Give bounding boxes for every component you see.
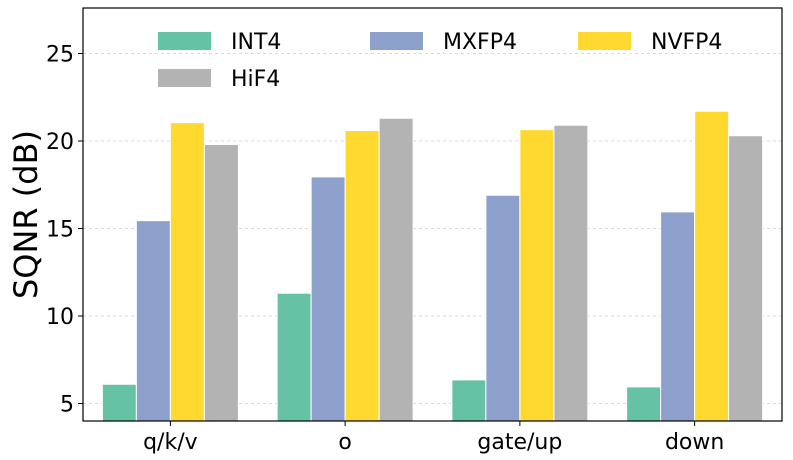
- y-axis-title: SQNR (dB): [7, 130, 45, 299]
- legend-swatch-nvfp4: [578, 32, 631, 50]
- legend-swatch-int4: [158, 32, 211, 50]
- legend-swatch-mxfp4: [370, 32, 423, 50]
- x-tick-label: q/k/v: [143, 430, 198, 455]
- y-tick-label: 5: [60, 393, 74, 418]
- legend: INT4 MXFP4 NVFP4 HiF4: [158, 30, 722, 92]
- bar-hif4-0: [203, 144, 239, 422]
- bar-nvfp4-3: [694, 110, 730, 422]
- bar-mxfp4-3: [660, 211, 696, 422]
- legend-label-hif4: HiF4: [231, 67, 280, 92]
- bar-nvfp4-2: [519, 129, 555, 422]
- plot-frame: [82, 7, 783, 422]
- legend-label-nvfp4: NVFP4: [651, 30, 722, 55]
- x-tick-label: gate/up: [477, 430, 562, 455]
- bars-layer: [101, 110, 764, 422]
- y-tick-label: 25: [46, 43, 74, 68]
- bar-int4-2: [451, 379, 487, 422]
- bar-mxfp4-2: [485, 194, 521, 422]
- legend-label-mxfp4: MXFP4: [443, 30, 517, 55]
- bar-nvfp4-0: [169, 122, 205, 422]
- legend-label-int4: INT4: [231, 30, 281, 55]
- bar-hif4-1: [378, 117, 414, 422]
- bar-hif4-2: [553, 124, 589, 422]
- bar-int4-1: [276, 292, 312, 422]
- legend-swatch-hif4: [158, 69, 211, 87]
- x-tick-label: down: [665, 430, 724, 455]
- y-tick-label: 20: [46, 130, 74, 155]
- y-tick-label: 10: [46, 305, 74, 330]
- bar-int4-0: [101, 383, 137, 422]
- bar-hif4-3: [728, 135, 764, 422]
- bar-mxfp4-0: [135, 220, 171, 422]
- y-tick-label: 15: [46, 218, 74, 243]
- bar-mxfp4-1: [310, 176, 346, 422]
- ticks-layer: 5 10 15 20 25 q/k/v o gate/up down: [46, 43, 724, 456]
- x-tick-label: o: [338, 430, 351, 455]
- bar-nvfp4-1: [344, 130, 380, 422]
- bar-int4-3: [626, 386, 662, 422]
